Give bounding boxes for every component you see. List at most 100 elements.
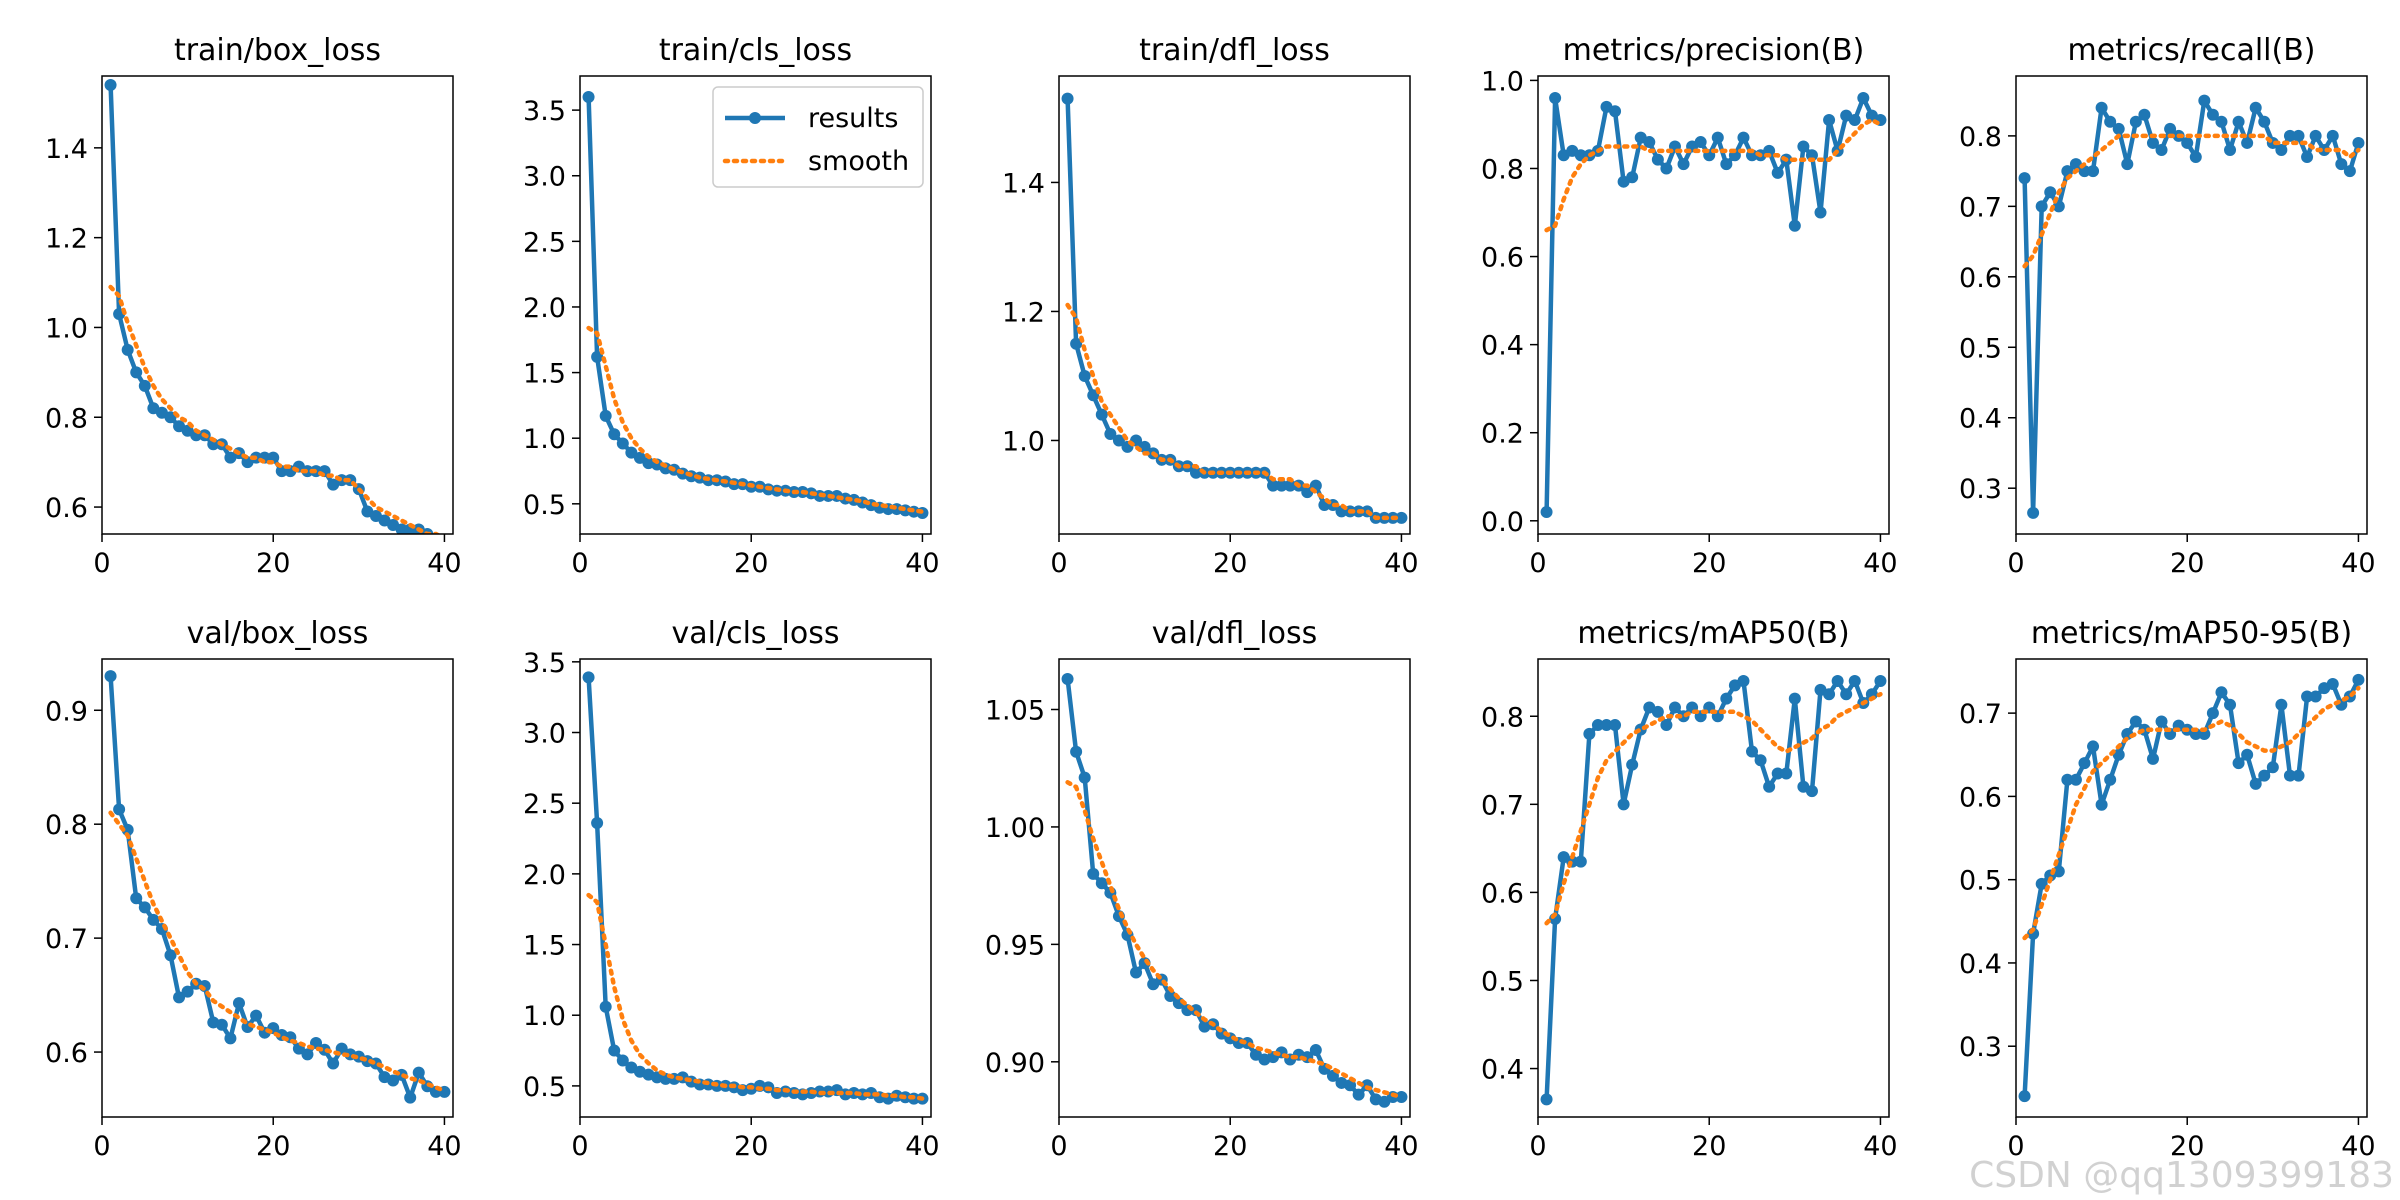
panel-title: val/box_loss	[187, 616, 369, 651]
x-tick-label: 20	[1213, 548, 1247, 579]
x-tick-label: 40	[427, 1131, 461, 1162]
results-point	[2035, 200, 2048, 213]
results-point	[1087, 389, 1100, 402]
results-point	[1275, 479, 1288, 492]
panel-train-box-loss: train/box_loss 0.6 0.8 1.0 1.2 1.4 0 20 40	[45, 33, 462, 579]
results-point	[138, 901, 151, 914]
results-point	[1617, 798, 1630, 811]
results-point	[2258, 115, 2271, 128]
results-point	[2155, 715, 2168, 728]
y-tick-label: 0.6	[1959, 782, 2002, 813]
y-tick-label: 0.8	[1481, 702, 1524, 733]
y-tick-label: 0.3	[1959, 1032, 2002, 1063]
results-line	[2022, 678, 2361, 1097]
results-point	[599, 409, 612, 422]
panel-train-dfl-loss: train/dfl_loss 1.0 1.2 1.4 0 20 40	[1002, 33, 1419, 579]
smooth-line	[2022, 133, 2361, 269]
results-point	[2198, 94, 2211, 107]
results-point	[1857, 92, 1870, 105]
results-point	[2215, 115, 2228, 128]
smooth-line	[1065, 780, 1404, 1100]
results-point	[2241, 136, 2254, 149]
results-point	[412, 1066, 425, 1079]
panel-metrics-precision-b: metrics/precision(B) 0.0 0.2 0.4 0.6 0.8 1.0 0 2…	[1481, 33, 1898, 579]
panel-val-cls-loss: val/cls_loss 0.5 1.0 1.5 2.0 2.5 3.0 3.5 0 20 40	[523, 616, 940, 1162]
y-tick-label: 1.4	[1002, 168, 1045, 199]
results-point	[232, 997, 245, 1010]
y-tick-label: 1.5	[523, 359, 566, 390]
results-point	[2018, 172, 2031, 185]
results-point	[1078, 369, 1091, 382]
panel-train-cls-loss: train/cls_loss 0.5 1.0 1.5 2.0 2.5 3.0 3.5 0 20 40…	[523, 33, 940, 579]
results-point	[1087, 867, 1100, 880]
panel-val-box-loss: val/box_loss 0.6 0.7 0.8 0.9 0 20 40	[45, 616, 462, 1162]
y-tick-label: 0.5	[1959, 866, 2002, 897]
results-point	[616, 437, 629, 450]
y-tick-label: 0.8	[1481, 154, 1524, 185]
results-point	[2249, 777, 2262, 790]
results-point	[1540, 1093, 1553, 1106]
results-point	[164, 949, 177, 962]
results-point	[1104, 428, 1117, 441]
results-point	[1737, 131, 1750, 144]
y-tick-label: 0.8	[45, 810, 88, 841]
results-point	[1540, 505, 1553, 518]
results-point	[1395, 511, 1408, 524]
y-tick-label: 1.0	[1002, 426, 1045, 457]
x-tick-label: 20	[1213, 1131, 1247, 1162]
x-tick-label: 40	[2341, 1131, 2375, 1162]
results-point	[1660, 162, 1673, 175]
results-point	[2061, 773, 2074, 786]
results-point	[591, 350, 604, 363]
x-tick-label: 0	[1529, 1131, 1546, 1162]
results-point	[2206, 707, 2219, 720]
results-point	[2275, 698, 2288, 711]
panel-val-dfl-loss: val/dfl_loss 0.90 0.95 1.00 1.05 0 20 40	[985, 616, 1419, 1162]
results-point	[608, 1044, 621, 1057]
results-point	[2069, 158, 2082, 171]
y-tick-label: 1.4	[45, 134, 88, 165]
results-point	[599, 1000, 612, 1013]
results-point	[1130, 966, 1143, 979]
x-tick-label: 40	[1384, 548, 1418, 579]
results-point	[582, 90, 595, 103]
results-point	[2309, 129, 2322, 142]
results-point	[1694, 136, 1707, 149]
y-tick-label: 0.5	[1481, 966, 1524, 997]
plot-frame	[1058, 75, 1411, 535]
results-point	[1609, 719, 1622, 732]
results-point	[121, 343, 134, 356]
x-tick-label: 0	[93, 1131, 110, 1162]
y-tick-label: 3.5	[523, 648, 566, 679]
results-point	[1848, 675, 1861, 688]
results-point	[224, 1032, 237, 1045]
results-point	[2138, 108, 2151, 121]
results-point	[2027, 506, 2040, 519]
y-tick-label: 0.6	[1481, 243, 1524, 274]
y-tick-label: 0.6	[45, 493, 88, 524]
x-tick-label: 20	[734, 1131, 768, 1162]
results-point	[104, 78, 117, 91]
results-point	[1660, 719, 1673, 732]
results-point	[2215, 686, 2228, 699]
results-point	[1352, 1088, 1365, 1101]
results-point	[1626, 758, 1639, 771]
smooth-line	[108, 810, 447, 1094]
results-point	[2206, 108, 2219, 121]
results-point	[2241, 748, 2254, 761]
panel-title: train/dfl_loss	[1139, 33, 1330, 68]
results-point	[1848, 114, 1861, 127]
x-tick-label: 0	[571, 548, 588, 579]
results-point	[1643, 136, 1656, 149]
results-point	[2095, 101, 2108, 114]
results-point	[138, 379, 151, 392]
y-tick-label: 2.5	[523, 789, 566, 820]
results-point	[327, 1057, 340, 1070]
results-point	[591, 816, 604, 829]
results-point	[616, 1054, 629, 1067]
results-point	[2266, 761, 2279, 774]
results-point	[2087, 165, 2100, 178]
results-point	[1771, 767, 1784, 780]
results-point	[2275, 143, 2288, 156]
